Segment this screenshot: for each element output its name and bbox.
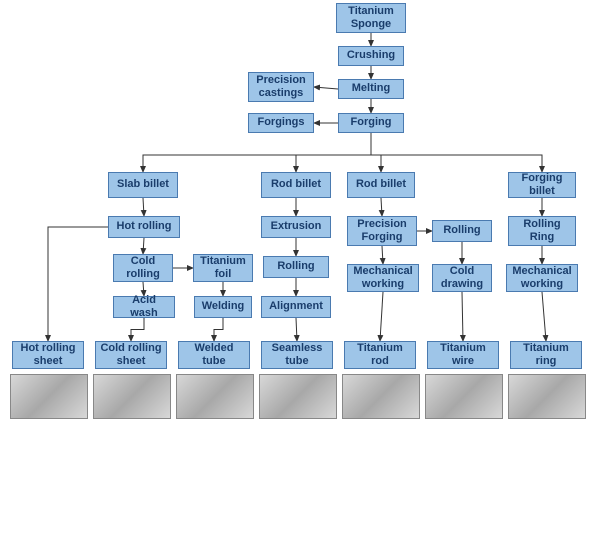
node-extrusion: Extrusion <box>261 216 331 238</box>
node-acid: Acid wash <box>113 296 175 318</box>
node-forging1: Forging <box>338 113 404 133</box>
product-image-hot-rolling-sheet <box>10 374 88 419</box>
node-castings: Precision castings <box>248 72 314 102</box>
node-mech2: Mechanical working <box>506 264 578 292</box>
node-rodb1: Rod billet <box>261 172 331 198</box>
node-crushing: Crushing <box>338 46 404 66</box>
product-image-titanium-ring <box>508 374 586 419</box>
node-align: Alignment <box>261 296 331 318</box>
node-slab: Slab billet <box>108 172 178 198</box>
node-tiring: Titanium ring <box>510 341 582 369</box>
product-image-cold-rolling-sheet <box>93 374 171 419</box>
node-welding: Welding <box>194 296 252 318</box>
node-seamless: Seamless tube <box>261 341 333 369</box>
node-rodb2: Rod billet <box>347 172 415 198</box>
node-weldedtube: Welded tube <box>178 341 250 369</box>
node-forgings: Forgings <box>248 113 314 133</box>
node-mech1: Mechanical working <box>347 264 419 292</box>
node-tirod: Titanium rod <box>344 341 416 369</box>
node-tiwire: Titanium wire <box>427 341 499 369</box>
node-rollring: Rolling Ring <box>508 216 576 246</box>
node-rolling3: Rolling <box>432 220 492 242</box>
product-image-titanium-wire <box>425 374 503 419</box>
node-forgeb: Forging billet <box>508 172 576 198</box>
node-melting: Melting <box>338 79 404 99</box>
node-coldroll: Cold rolling <box>113 254 173 282</box>
product-image-seamless-tube <box>259 374 337 419</box>
node-precforge: Precision Forging <box>347 216 417 246</box>
node-sponge: Titanium Sponge <box>336 3 406 33</box>
product-image-titanium-rod <box>342 374 420 419</box>
node-hotroll: Hot rolling <box>108 216 180 238</box>
product-image-welded-tube <box>176 374 254 419</box>
node-coldsheet: Cold rolling sheet <box>95 341 167 369</box>
node-foil: Titanium foil <box>193 254 253 282</box>
node-hotsheet: Hot rolling sheet <box>12 341 84 369</box>
node-colddraw: Cold drawing <box>432 264 492 292</box>
node-rolling2: Rolling <box>263 256 329 278</box>
